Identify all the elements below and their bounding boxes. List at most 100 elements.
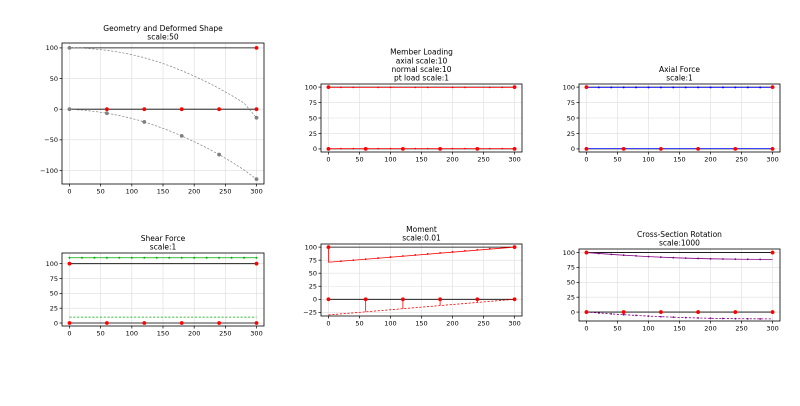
y-tick-label: 50: [50, 290, 58, 298]
y-tick-label: 50: [567, 279, 575, 287]
x-tick-label: 300: [766, 156, 778, 164]
marker-shear-node: [68, 256, 71, 259]
y-tick-label: 50: [50, 75, 58, 83]
marker-deformed: [67, 107, 72, 112]
marker-node: [326, 147, 331, 151]
marker-deformed: [142, 120, 147, 124]
x-tick-label: 100: [642, 156, 654, 164]
chart-title-line: Shear Force: [141, 234, 186, 243]
marker-small-node: [389, 256, 392, 258]
marker-node: [696, 310, 701, 314]
marker-small-node: [426, 86, 429, 89]
marker-node: [400, 297, 405, 302]
chart-title-line: scale:0.01: [402, 234, 441, 243]
marker-node: [326, 297, 331, 302]
marker-node: [512, 245, 517, 250]
y-tick-label: 0: [313, 145, 317, 153]
marker-node: [512, 147, 517, 151]
y-tick-label: 50: [567, 114, 575, 122]
marker-small-node: [401, 255, 404, 257]
x-tick-label: 100: [126, 188, 138, 196]
marker-axial-node: [697, 86, 700, 89]
marker-small-node: [364, 258, 367, 261]
marker-node: [254, 261, 259, 266]
marker-axial-node: [721, 86, 724, 89]
marker-node: [363, 147, 368, 151]
x-tick-label: 0: [326, 156, 330, 164]
x-tick-label: 150: [157, 330, 169, 338]
marker-axial-node: [684, 86, 687, 89]
marker-node: [584, 310, 589, 314]
x-tick-label: 300: [766, 325, 778, 333]
marker-rotation-node: [635, 314, 637, 317]
marker-rotation-node: [622, 313, 625, 316]
x-tick-label: 200: [704, 156, 716, 164]
marker-axial-node: [734, 86, 737, 89]
marker-node: [67, 261, 72, 266]
marker-node: [770, 85, 775, 89]
x-tick-label: 50: [355, 320, 363, 328]
chart-title-line: scale:50: [147, 33, 179, 42]
y-tick-label: 25: [567, 293, 575, 301]
y-tick-label: 75: [50, 275, 58, 283]
marker-small-node: [451, 250, 454, 253]
x-tick-label: 0: [326, 320, 330, 328]
marker-small-node: [339, 147, 342, 150]
marker-small-node: [488, 247, 491, 250]
y-tick-label: −50: [44, 136, 58, 144]
x-tick-label: 100: [384, 320, 396, 328]
x-tick-label: 200: [446, 156, 458, 164]
marker-axial-node: [635, 86, 638, 89]
marker-axial-node: [597, 86, 600, 89]
chart-title-line: Axial Force: [659, 65, 700, 74]
y-tick-label: 100: [563, 83, 575, 91]
marker-deformed: [67, 46, 72, 50]
y-tick-label: 25: [309, 283, 317, 291]
marker-rotation-node: [746, 258, 749, 261]
marker-axial-node: [610, 86, 613, 89]
marker-small-node: [377, 147, 379, 150]
marker-small-node: [451, 86, 454, 89]
y-tick-label: −25: [303, 309, 317, 317]
y-tick-label: 25: [309, 130, 317, 138]
marker-small-node: [464, 249, 466, 252]
y-tick-label: 0: [313, 296, 317, 304]
marker-node: [104, 107, 109, 112]
y-tick-label: 100: [46, 44, 58, 52]
marker-small-node: [414, 254, 417, 256]
x-tick-label: 200: [188, 330, 200, 338]
x-tick-label: 300: [508, 320, 520, 328]
marker-rotation-node: [647, 315, 650, 318]
marker-node: [475, 147, 480, 151]
marker-node: [512, 85, 517, 89]
chart-title-line: scale:1: [666, 74, 693, 83]
marker-rotation-node: [597, 312, 600, 314]
marker-shear-node: [218, 256, 221, 259]
marker-shear-node: [93, 256, 96, 259]
marker-rotation-node: [635, 254, 637, 257]
marker-node: [658, 147, 663, 151]
marker-node: [400, 147, 405, 151]
marker-small-node: [476, 248, 479, 251]
chart-title-line: pt load scale:1: [394, 74, 449, 83]
series-line-deformed: [69, 108, 257, 180]
marker-shear-node: [143, 256, 146, 259]
marker-rotation-node: [684, 316, 687, 319]
marker-node: [142, 321, 147, 325]
marker-node: [475, 297, 480, 302]
x-tick-label: 50: [613, 156, 621, 164]
marker-small-node: [501, 246, 504, 249]
marker-node: [217, 107, 222, 112]
marker-node: [254, 46, 259, 50]
y-tick-label: 75: [567, 99, 575, 107]
marker-rotation-node: [746, 317, 749, 320]
marker-node: [438, 297, 443, 302]
marker-node: [733, 310, 738, 314]
marker-axial-node: [659, 86, 662, 89]
marker-node: [733, 147, 738, 151]
x-tick-label: 250: [477, 156, 489, 164]
x-tick-label: 300: [250, 188, 262, 196]
series-line-moment: [328, 246, 515, 263]
x-tick-label: 150: [415, 156, 427, 164]
